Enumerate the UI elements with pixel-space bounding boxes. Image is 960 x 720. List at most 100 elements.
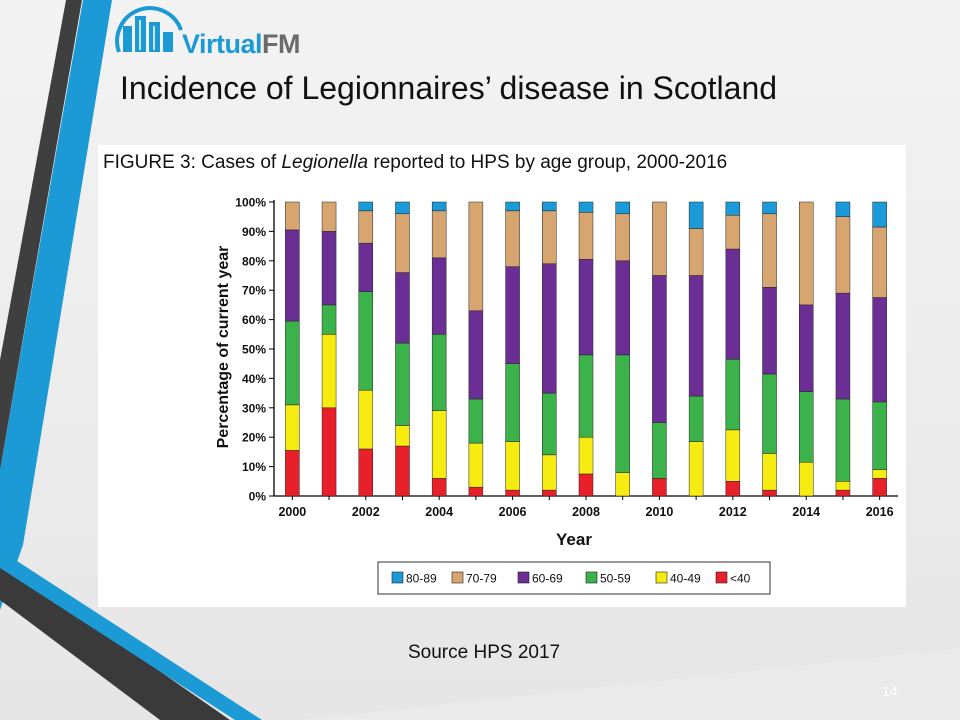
x-tick-label: 2014: [792, 505, 820, 519]
bar-segment-2016-70-79: [872, 226, 887, 298]
bar-segment-2015-70-79: [835, 216, 851, 294]
bar-segment-2013-40-49: [762, 453, 777, 491]
bar-segment-2016-50-59: [872, 401, 887, 470]
bar-segment-2002-60-69: [358, 242, 374, 292]
bar-segment-2011-60-69: [688, 275, 704, 397]
bar-segment-2001-40-49: [321, 334, 337, 409]
legend-label: 50-59: [600, 572, 631, 586]
bar-segment-2002-80-89: [358, 201, 374, 212]
page-number: 14: [882, 683, 898, 699]
y-tick-label: 30%: [242, 401, 266, 415]
bar-segment-2015-60-69: [835, 292, 851, 400]
bar-segment-2015-80-89: [835, 201, 851, 217]
bar-segment-2008-40-49: [578, 436, 594, 475]
bar-segment-2004-<40: [431, 478, 447, 497]
bar-segment-2002-<40: [358, 448, 374, 497]
bottom-right-band: [300, 648, 960, 720]
bar-segment-2009-60-69: [615, 260, 630, 356]
legend-label: 40-49: [670, 572, 701, 586]
legend-swatch-80-89: [391, 571, 404, 584]
bar-segment-2010-<40: [652, 478, 667, 497]
bar-segment-2003-70-79: [395, 213, 410, 273]
legend-label: 60-69: [532, 572, 563, 586]
bar-segment-2005-<40: [468, 486, 484, 497]
left-accent-stripe-dark: [0, 0, 82, 470]
bar-segment-2012-<40: [725, 481, 741, 497]
x-axis-label: Year: [556, 530, 592, 549]
bar-segment-2011-50-59: [688, 395, 704, 442]
x-tick-label: 2000: [278, 505, 306, 519]
bar-segment-2013-80-89: [762, 201, 777, 215]
figure-panel: FIGURE 3: Cases of Legionella reported t…: [98, 145, 906, 607]
slide-title: Incidence of Legionnaires’ disease in Sc…: [120, 70, 778, 106]
bar-segment-2000-50-59: [285, 320, 300, 406]
bar-segment-2000-<40: [285, 450, 300, 497]
legend: 80-89 70-79 60-69 50-59 40-49 <40: [391, 571, 751, 586]
y-tick-label: 60%: [242, 313, 266, 327]
y-tick-label: 90%: [242, 225, 266, 239]
bar-segment-2012-80-89: [725, 201, 741, 216]
bar-segment-2003-60-69: [395, 272, 410, 344]
legend-label: <40: [730, 572, 751, 586]
legend-swatch-<40: [715, 571, 728, 584]
bar-segment-2011-40-49: [688, 441, 704, 497]
y-tick-label: 10%: [242, 460, 266, 474]
y-tick-label: 50%: [242, 343, 266, 357]
virtualfm-logo: [115, 4, 315, 60]
bar-segment-2005-70-79: [468, 201, 484, 312]
x-tick-label: 2004: [425, 505, 453, 519]
bar-segment-2014-40-49: [798, 461, 814, 497]
logo-wordmark: VirtualFM: [182, 29, 301, 59]
bar-segment-2000-60-69: [285, 229, 300, 322]
x-tick-label: 2012: [719, 505, 747, 519]
plot-area: 0% 10% 20% 30% 40% 50% 60% 70% 80% 90% 100% 2000 200…: [235, 196, 898, 519]
legend-box: [377, 561, 771, 595]
bar-segment-2011-80-89: [688, 201, 704, 229]
legend-swatch-50-59: [585, 571, 598, 584]
bar-segment-2004-60-69: [431, 257, 447, 335]
bar-segment-2015-40-49: [835, 481, 851, 491]
bar-segment-2004-50-59: [431, 334, 447, 411]
y-tick-label: 100%: [235, 196, 266, 210]
bar-segment-2016-80-89: [872, 201, 887, 228]
bar-segment-2004-70-79: [431, 210, 447, 259]
bar-segment-2001-50-59: [321, 304, 337, 335]
bar-segment-2013-60-69: [762, 287, 777, 375]
bar-segment-2002-50-59: [358, 291, 374, 391]
bar-segment-2009-80-89: [615, 201, 630, 215]
bar-segment-2005-50-59: [468, 398, 484, 444]
bar-segment-2002-70-79: [358, 210, 374, 244]
bar-segment-2008-60-69: [578, 259, 594, 356]
figure-caption: FIGURE 3: Cases of Legionella reported t…: [103, 152, 727, 173]
building-icon: [115, 6, 183, 53]
bar-segment-2004-40-49: [431, 410, 447, 479]
y-tick-label: 40%: [242, 372, 266, 386]
legend-swatch-60-69: [517, 571, 530, 584]
bar-segment-2003-50-59: [395, 342, 410, 426]
bar-segment-2008-50-59: [578, 354, 594, 438]
bar-segment-2014-60-69: [798, 304, 814, 392]
bar-segment-2003-40-49: [395, 425, 410, 447]
bar-segment-2013-70-79: [762, 213, 777, 288]
x-tick-label: 2010: [646, 505, 674, 519]
bar-segment-2015-<40: [835, 489, 851, 497]
bar-segment-2012-60-69: [725, 248, 741, 360]
x-tick-label: 2008: [572, 505, 600, 519]
y-tick-label: 80%: [242, 254, 266, 268]
bar-segment-2000-70-79: [285, 201, 300, 231]
bar-segment-2006-60-69: [505, 266, 520, 364]
bar-segment-2014-50-59: [798, 391, 814, 463]
bar-segment-2007-50-59: [542, 392, 557, 456]
bar-segment-2016-<40: [872, 478, 887, 497]
y-tick-label: 70%: [242, 284, 266, 298]
bar-segment-2001-<40: [321, 407, 337, 497]
bar-segment-2006-50-59: [505, 363, 520, 442]
bar-segment-2001-60-69: [321, 231, 337, 306]
y-tick-label: 0%: [249, 490, 267, 504]
legend-swatch-40-49: [655, 571, 668, 584]
bar-segment-2009-40-49: [615, 472, 630, 497]
bar-segment-2010-50-59: [652, 422, 667, 479]
bottom-accent-stripe-blue: [0, 550, 262, 720]
x-tick-label: 2006: [499, 505, 527, 519]
